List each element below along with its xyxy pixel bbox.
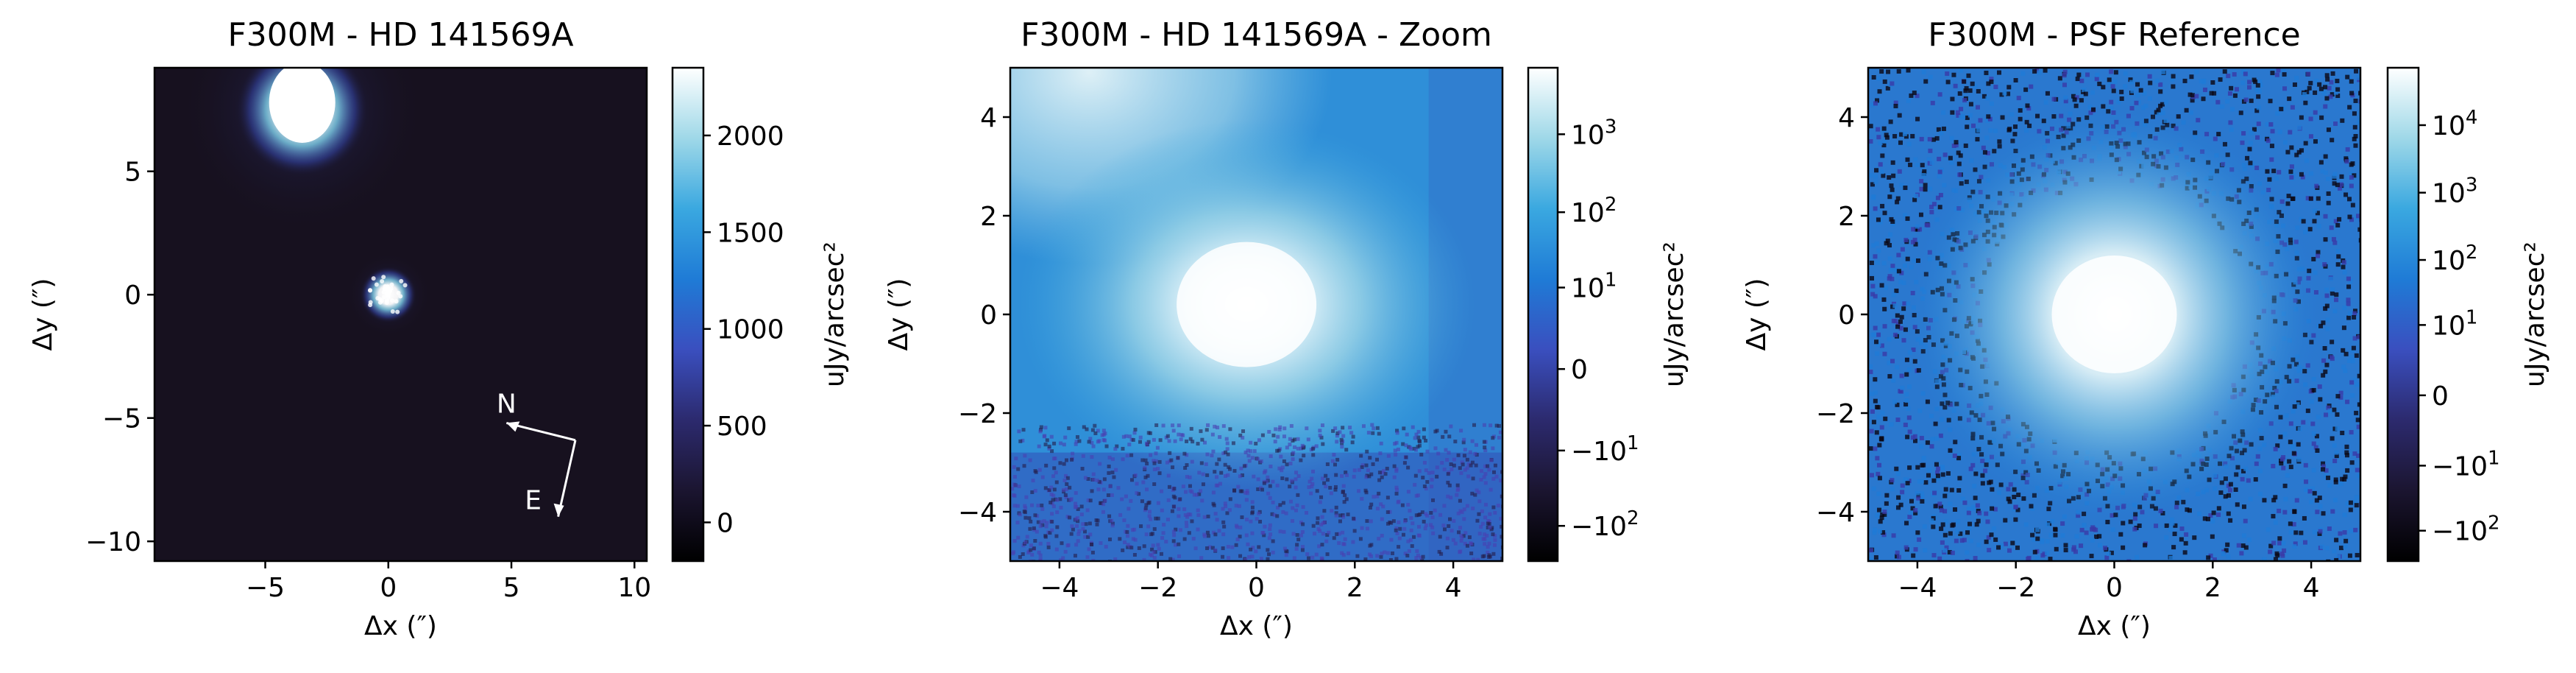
primary-star-core xyxy=(269,68,336,143)
colorbar: 2000 1500 1000 500 0 uJy/arcsec² xyxy=(671,66,850,563)
east-label: E xyxy=(525,486,542,516)
x-tick-label: 2 xyxy=(2204,573,2221,603)
colorbar-tick-label: 500 xyxy=(717,412,767,442)
colorbar-tick-label: 101 xyxy=(1571,269,1617,304)
x-tick-label: 0 xyxy=(380,573,397,603)
y-axis-label: Δy (″) xyxy=(28,278,58,351)
y-tick-label: 4 xyxy=(1838,103,1855,133)
x-axis-label: Δx (″) xyxy=(1220,611,1293,641)
colorbar-tick-label: −102 xyxy=(2432,512,2500,547)
axes-frame xyxy=(153,66,648,563)
x-axis-label: Δx (″) xyxy=(364,611,437,641)
colorbar-tick-label: 1000 xyxy=(717,315,784,345)
y-tick-label: −2 xyxy=(1816,399,1855,429)
x-tick-label: −4 xyxy=(1898,573,1937,603)
colorbar: 103 102 101 0 −101 −102 uJy/arcsec² xyxy=(1527,66,1689,563)
x-tick-label: 4 xyxy=(1445,573,1462,603)
north-label: N xyxy=(497,389,517,419)
colorbar-gradient xyxy=(671,66,705,563)
colorbar-tick-label: 0 xyxy=(1571,355,1588,385)
y-tick-label: −4 xyxy=(958,498,997,528)
x-axis-label: Δx (″) xyxy=(2078,611,2151,641)
colorbar-tick-label: 0 xyxy=(717,508,734,538)
x-tick-label: −5 xyxy=(246,573,285,603)
x-tick-label: 0 xyxy=(2106,573,2123,603)
colorbar-tick-label: 0 xyxy=(2432,381,2449,412)
y-tick-label: 2 xyxy=(1838,202,1855,232)
colorbar-gradient xyxy=(2386,66,2420,563)
colorbar-tick-label: −101 xyxy=(1571,432,1639,467)
y-tick-label: 0 xyxy=(980,300,997,331)
colorbar-tick-label: 103 xyxy=(1571,116,1617,150)
colorbar-label: uJy/arcsec² xyxy=(1659,242,1689,387)
psf-center xyxy=(2051,256,2177,373)
secondary-core xyxy=(1177,242,1317,367)
colorbar-tick-label: 104 xyxy=(2432,107,2477,141)
east-arrowhead xyxy=(553,503,564,517)
y-tick-label: 4 xyxy=(980,103,997,133)
north-arrowhead xyxy=(506,421,520,432)
colorbar-tick-label: 2000 xyxy=(717,121,784,152)
y-axis-label: Δy (″) xyxy=(884,278,914,351)
colorbar-tick-label: 102 xyxy=(2432,242,2477,276)
colorbar-tick-label: 103 xyxy=(2432,175,2477,209)
y-tick-label: −10 xyxy=(85,527,141,557)
y-tick-label: 2 xyxy=(980,202,997,232)
colorbar-label: uJy/arcsec² xyxy=(820,242,850,387)
x-tick-label: 2 xyxy=(1346,573,1363,603)
chart-title: F300M - PSF Reference xyxy=(1928,16,2300,54)
x-tick-label: −4 xyxy=(1040,573,1079,603)
x-tick-label: 10 xyxy=(617,573,651,603)
y-tick-label: −4 xyxy=(1816,498,1855,528)
image-area xyxy=(1868,68,2360,561)
x-tick-label: 5 xyxy=(503,573,520,603)
y-tick-label: −5 xyxy=(102,404,141,434)
y-tick-label: 5 xyxy=(124,158,141,188)
y-tick-label: −2 xyxy=(958,399,997,429)
panel-3: F300M - PSF Reference −4 −2 0 2 4 4 2 0 −2 −4 Δx (″… xyxy=(1742,16,2550,641)
east-arrow xyxy=(557,440,577,518)
chart-title: F300M - HD 141569A - Zoom xyxy=(1021,16,1492,54)
colorbar-gradient xyxy=(1527,66,1559,563)
colorbar-tick-label: 101 xyxy=(2432,306,2477,341)
x-tick-label: 4 xyxy=(2303,573,2320,603)
image-area xyxy=(1010,68,1502,561)
y-tick-label: 0 xyxy=(1838,300,1855,331)
panel-2: F300M - HD 141569A - Zoom −4 −2 0 2 4 4 2 0 −2 −4 Δ… xyxy=(884,16,1689,641)
colorbar-tick-label: 102 xyxy=(1571,194,1617,228)
colorbar: 104 103 102 101 0 −101 −102 uJy/arcsec² xyxy=(2386,66,2550,563)
colorbar-tick-label: 1500 xyxy=(717,218,784,248)
x-tick-label: −2 xyxy=(1996,573,2035,603)
colorbar-label: uJy/arcsec² xyxy=(2520,242,2550,387)
colorbar-tick-label: −101 xyxy=(2432,447,2500,482)
y-tick-label: 0 xyxy=(124,281,141,311)
chart-title: F300M - HD 141569A xyxy=(227,16,573,54)
compass: NE xyxy=(497,389,577,518)
north-arrow xyxy=(505,421,576,442)
image-area: NE xyxy=(155,68,647,561)
colorbar-tick-label: −102 xyxy=(1571,507,1639,542)
y-axis-label: Δy (″) xyxy=(1742,278,1772,351)
x-tick-label: 0 xyxy=(1248,573,1265,603)
x-tick-label: −2 xyxy=(1138,573,1177,603)
